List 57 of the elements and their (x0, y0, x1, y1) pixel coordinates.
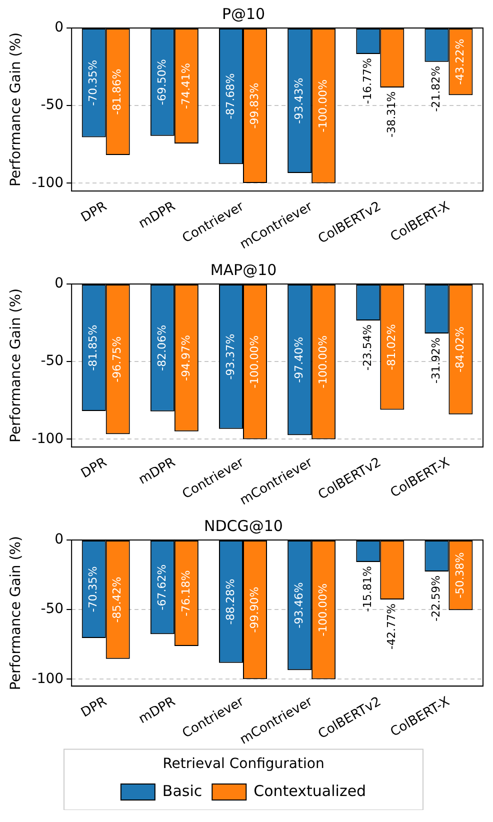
y-tick-label: -50 (40, 601, 64, 618)
y-tick-label: 0 (54, 20, 64, 36)
chart-title: P@10 (222, 4, 266, 23)
y-tick-label: 0 (54, 276, 64, 292)
data-label: -22.59% (430, 575, 443, 622)
y-tick-label: -100 (32, 430, 64, 447)
data-label: -16.77% (361, 58, 374, 104)
data-label: -70.35% (86, 566, 100, 612)
data-label: -100.00% (316, 335, 330, 388)
data-label: -87.68% (224, 73, 237, 120)
data-label: -74.41% (179, 63, 192, 109)
data-label: -100.00% (316, 79, 330, 132)
y-tick-label: -50 (40, 353, 64, 370)
data-label: -99.90% (248, 586, 261, 633)
data-label: -21.82% (430, 66, 443, 112)
data-label: -82.06% (155, 324, 168, 371)
data-label: -93.37% (224, 334, 237, 380)
data-label: -67.62% (155, 564, 168, 610)
x-tick-label: DPR (78, 455, 110, 482)
data-label: -31.92% (430, 338, 443, 384)
data-label: -100.00% (316, 583, 330, 636)
x-tick-label: DPR (78, 199, 110, 226)
data-label: -38.31% (385, 91, 398, 138)
data-label: -76.18% (179, 570, 192, 616)
data-label: -50.38% (454, 552, 467, 598)
data-label: -99.83% (248, 82, 261, 129)
data-label: -85.42% (110, 576, 124, 623)
y-tick-label: -100 (32, 670, 64, 687)
data-label: -81.02% (385, 324, 398, 370)
chart-title: NDCG@10 (204, 516, 283, 535)
chart-title: MAP@10 (210, 260, 277, 279)
data-label: -23.54% (361, 324, 374, 370)
legend-label: Basic (162, 782, 202, 800)
data-label: -69.50% (155, 59, 168, 106)
legend-label: Contextualized (254, 782, 366, 800)
data-label: -81.85% (86, 324, 100, 371)
y-axis-title: Performance Gain (%) (8, 288, 24, 443)
data-label: -84.02% (454, 326, 467, 372)
data-label: -93.46% (292, 582, 306, 628)
legend-title: Retrieval Configuration (162, 756, 324, 772)
data-label: -96.75% (110, 336, 124, 382)
data-label: -81.86% (110, 68, 124, 115)
data-label: -42.77% (385, 604, 398, 650)
data-label: -70.35% (86, 60, 100, 106)
y-tick-label: -50 (40, 97, 64, 114)
y-tick-label: 0 (54, 532, 64, 548)
data-label: -93.43% (292, 78, 306, 124)
data-label: -15.81% (361, 566, 374, 612)
data-label: -43.22% (454, 38, 467, 85)
y-axis-title: Performance Gain (%) (8, 32, 24, 187)
x-tick-label: DPR (78, 694, 110, 721)
data-label: -97.40% (292, 336, 306, 383)
data-label: -94.97% (179, 334, 192, 381)
y-axis-title: Performance Gain (%) (8, 536, 24, 690)
y-tick-label: -100 (32, 174, 64, 191)
data-label: -100.00% (248, 335, 261, 388)
data-label: -88.28% (224, 578, 237, 625)
